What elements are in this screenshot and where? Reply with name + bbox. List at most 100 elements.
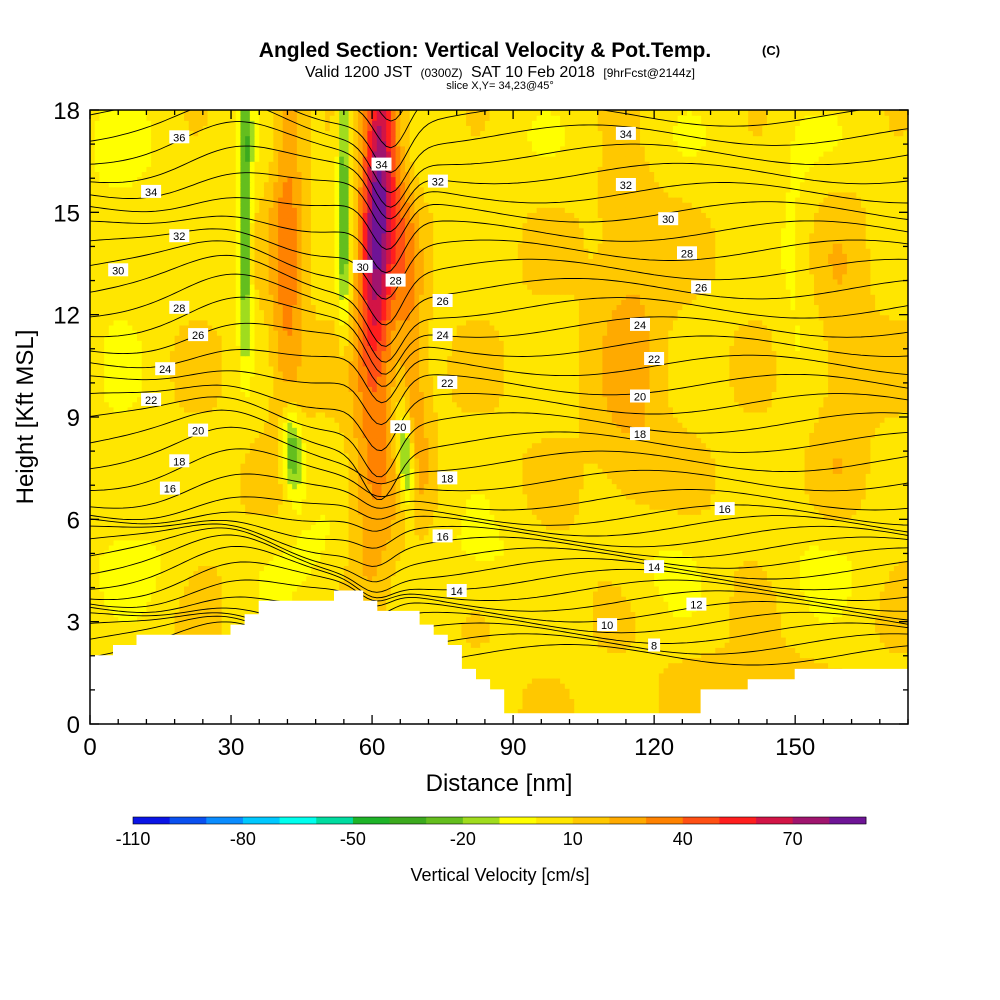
contour-label-bg: [169, 229, 190, 243]
theta-contour-line: [90, 448, 908, 498]
contour-label-bg: [437, 375, 458, 389]
colorbar-tick-label: 70: [783, 829, 803, 849]
y-tick-label: 6: [67, 507, 80, 534]
contour-label-bg: [141, 392, 162, 406]
theta-contour-line: [90, 296, 908, 375]
theta-contour-line: [90, 511, 908, 537]
x-tick-label: 60: [359, 734, 386, 761]
contour-label-bg: [437, 471, 458, 485]
contour-label-bg: [597, 618, 618, 632]
contour-label: 34: [145, 187, 157, 199]
contour-label-bg: [714, 502, 735, 516]
plot-area: 36 34 32 30 28 26 24 22 20 18 16 34 32 30 28 26 24 22 20 18…: [90, 0, 908, 724]
theta-contour-line: [90, 426, 908, 485]
colorbar-swatch: [756, 817, 794, 824]
contour-label: 18: [634, 429, 646, 441]
contour-label: 32: [620, 180, 632, 192]
colorbar-swatch: [646, 817, 684, 824]
colorbar-swatch: [499, 817, 537, 824]
y-tick-label: 9: [67, 405, 80, 432]
contour-label-bg: [691, 280, 712, 294]
y-tick-label: 12: [53, 303, 80, 330]
colorbar-tick-label: -110: [116, 829, 151, 849]
contour-label: 30: [357, 262, 369, 274]
theta-contour-line: [90, 273, 908, 363]
contour-label-bg: [644, 560, 665, 574]
colorbar-label: Vertical Velocity [cm/s]: [410, 865, 589, 885]
colorbar-swatch: [462, 817, 500, 824]
colorbar-swatch: [426, 817, 464, 824]
theta-contour-line: [90, 561, 908, 602]
theta-contour-line: [90, 496, 908, 526]
colorbar-swatch: [682, 817, 720, 824]
colorbar-swatch: [609, 817, 647, 824]
contour-label: 32: [173, 231, 185, 243]
theta-contour-line: [90, 0, 908, 39]
x-tick-label: 150: [775, 734, 815, 761]
colorbar-tick-label: 10: [563, 829, 583, 849]
colorbar-tick-label: -80: [230, 829, 256, 849]
theta-contour-line: [90, 240, 908, 326]
theta-contour-line: [90, 322, 908, 387]
colorbar-swatch: [536, 817, 574, 824]
chart-title-unit: (C): [762, 43, 780, 58]
contour-label-bg: [677, 246, 697, 260]
contour-label-bg: [371, 157, 392, 171]
theta-contour-line: [90, 384, 908, 452]
theta-contours: [90, 0, 908, 680]
x-axis: 0 30 60 90 120 150: [83, 110, 909, 761]
contour-label: 20: [394, 422, 406, 434]
contour-label: 34: [620, 129, 632, 141]
contour-label: 14: [451, 586, 463, 598]
contour-label: 26: [436, 296, 448, 308]
x-tick-label: 0: [83, 734, 96, 761]
theta-contour-line: [90, 523, 908, 567]
contour-label: 20: [192, 426, 204, 438]
contour-label: 22: [648, 354, 660, 366]
theta-contour-line: [90, 172, 908, 232]
y-tick-label: 3: [67, 610, 80, 637]
colorbar-swatch: [572, 817, 610, 824]
colorbar-tick-label: -50: [340, 829, 366, 849]
contour-label: 30: [662, 214, 674, 226]
y-axis-label: Height [Kft MSL]: [12, 330, 39, 505]
contour-label-bg: [658, 212, 679, 226]
theta-contour-line: [90, 409, 908, 500]
contour-label: 16: [436, 531, 448, 543]
subtitle-valid: Valid 1200 JST: [305, 64, 413, 81]
contour-label: 12: [690, 600, 702, 612]
contour-label-bg: [188, 328, 209, 342]
subtitle-zulu: (0300Z): [421, 66, 463, 80]
contour-label-bg: [686, 597, 707, 611]
colorbar-swatch: [133, 817, 171, 824]
contour-label-bg: [159, 481, 180, 495]
theta-contour-line: [90, 110, 908, 194]
x-tick-label: 90: [500, 734, 527, 761]
colorbar-swatch: [206, 817, 244, 824]
theta-contour-line: [90, 527, 908, 583]
contour-label: 28: [173, 303, 185, 315]
contour-label: 14: [648, 562, 660, 574]
theta-contour-line: [90, 254, 908, 347]
colorbar-swatch: [316, 817, 354, 824]
contour-label: 24: [634, 320, 646, 332]
theta-contour-line: [90, 110, 864, 174]
contour-label: 10: [601, 620, 613, 632]
colorbar-swatch: [829, 817, 867, 824]
colorbar-tick-label: -20: [450, 829, 476, 849]
contour-label: 16: [719, 504, 731, 516]
contour-label: 22: [441, 378, 453, 390]
colorbar-frame: [132, 816, 867, 825]
contour-label-bg: [188, 423, 209, 437]
contour-label: 8: [651, 641, 657, 653]
colorbar-swatch: [389, 817, 427, 824]
contour-label-bg: [446, 584, 467, 597]
theta-contour-line: [90, 215, 908, 274]
contour-label: 20: [634, 392, 646, 404]
x-tick-label: 120: [634, 734, 674, 761]
contour-label: 26: [192, 330, 204, 342]
theta-contour-line: [90, 121, 908, 208]
theta-contour-line: [90, 228, 908, 300]
contour-label: 26: [695, 282, 707, 294]
